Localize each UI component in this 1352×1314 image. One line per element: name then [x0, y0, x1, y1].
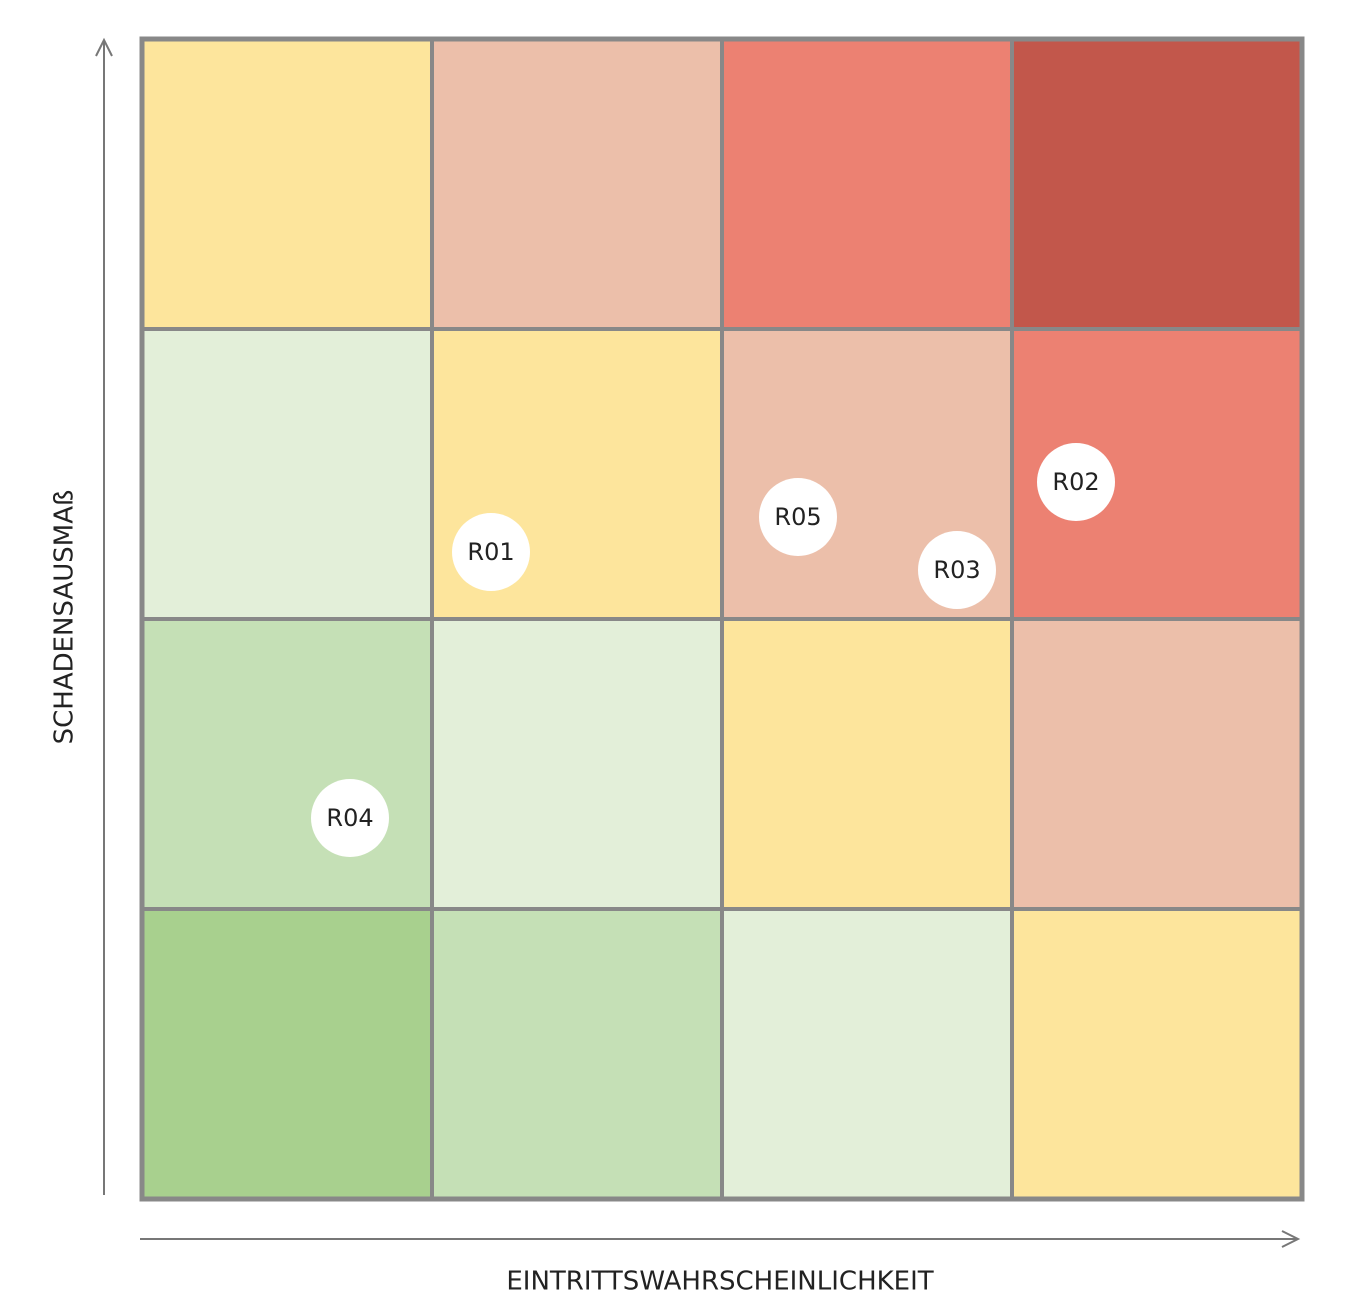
risk-label: R01	[467, 538, 514, 566]
matrix-cell	[1010, 617, 1304, 911]
matrix-cell	[140, 327, 434, 621]
matrix-cell	[720, 617, 1014, 911]
risk-circle	[452, 513, 530, 591]
risk-marker: R04	[311, 779, 389, 857]
matrix-cell	[720, 37, 1014, 331]
matrix-cell	[720, 907, 1014, 1201]
risk-label: R02	[1052, 468, 1099, 496]
risk-circle	[759, 478, 837, 556]
cells	[139, 36, 1305, 1202]
matrix-cell	[430, 617, 724, 911]
risk-marker: R05	[759, 478, 837, 556]
matrix-cell	[1010, 907, 1304, 1201]
risks: R01 R02 R03 R04 R05	[311, 443, 1115, 857]
risk-label: R04	[326, 804, 373, 832]
risk-circle	[1037, 443, 1115, 521]
matrix-cell	[140, 907, 434, 1201]
matrix-cell	[140, 617, 434, 911]
y-axis-label: SCHADENSAUSMAß	[50, 490, 80, 745]
risk-circle	[918, 531, 996, 609]
matrix-cell	[430, 37, 724, 331]
risk-label: R03	[933, 556, 980, 584]
y-arrowhead	[95, 37, 113, 57]
risk-label: R05	[774, 503, 821, 531]
matrix-cell	[1010, 37, 1304, 331]
x-arrowhead	[1281, 1230, 1301, 1248]
risk-marker: R01	[452, 513, 530, 591]
matrix-cell	[140, 37, 434, 331]
matrix-cell	[430, 907, 724, 1201]
matrix-border	[139, 36, 1305, 1202]
risk-marker: R02	[1037, 443, 1115, 521]
risk-marker: R03	[918, 531, 996, 609]
risk-circle	[311, 779, 389, 857]
x-axis-label: EINTRITTSWAHRSCHEINLICHKEIT	[506, 1267, 933, 1297]
